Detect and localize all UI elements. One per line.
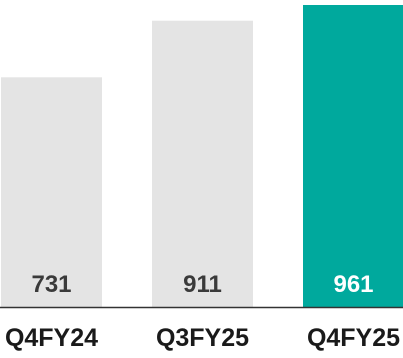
bars-group xyxy=(1,5,403,308)
value-label-q4fy25: 961 xyxy=(333,271,373,298)
value-labels-group: 731 911 961 xyxy=(31,271,373,298)
x-tick-label-q4fy25: Q4FY25 xyxy=(307,324,400,352)
bar-q3fy25 xyxy=(152,20,253,307)
value-label-q3fy25: 911 xyxy=(183,271,222,298)
bar-q4fy24 xyxy=(1,77,102,308)
value-label-q4fy24: 731 xyxy=(31,271,71,298)
x-axis-tick-labels: Q4FY24 Q3FY25 Q4FY25 xyxy=(5,324,400,352)
x-tick-label-q4fy24: Q4FY24 xyxy=(5,324,98,352)
bar-q4fy25 xyxy=(303,5,403,307)
x-tick-label-q3fy25: Q3FY25 xyxy=(156,324,249,352)
